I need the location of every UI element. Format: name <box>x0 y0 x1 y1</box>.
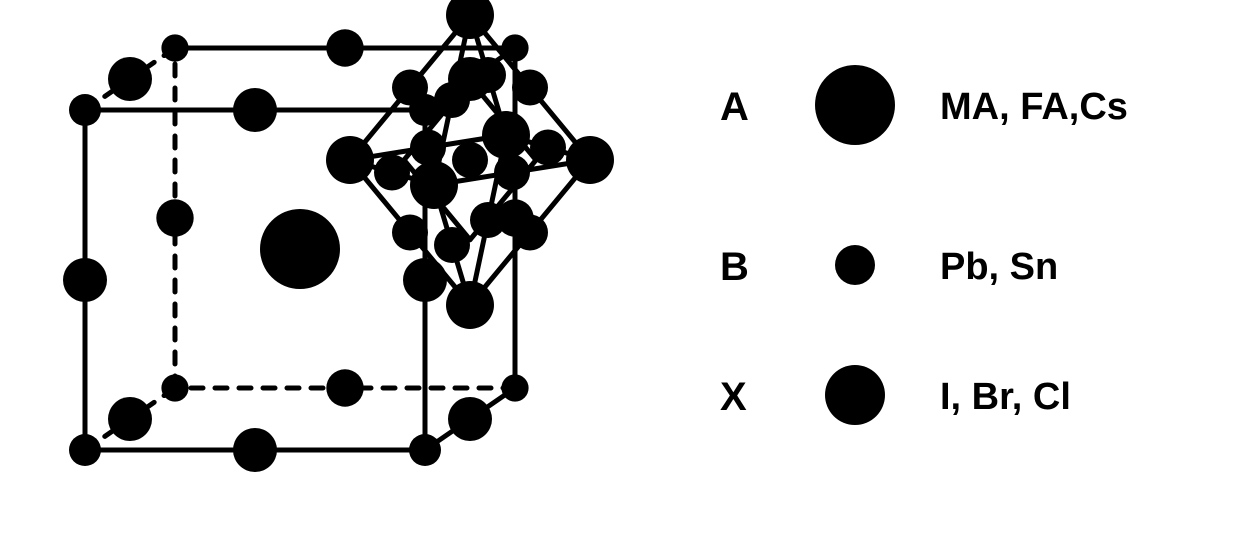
legend-swatch <box>825 365 885 425</box>
legend-label: MA, FA,Cs <box>940 86 1128 129</box>
legend-key: X <box>720 375 747 420</box>
legend-swatch <box>835 245 875 285</box>
legend-key: B <box>720 245 749 290</box>
legend-label: I, Br, Cl <box>940 376 1071 419</box>
legend-key: A <box>720 85 749 130</box>
legend-swatch <box>815 65 895 145</box>
legend-label: Pb, Sn <box>940 246 1058 289</box>
figure-root: A MA, FA,Cs B Pb, Sn X I, Br, Cl <box>0 0 1240 539</box>
